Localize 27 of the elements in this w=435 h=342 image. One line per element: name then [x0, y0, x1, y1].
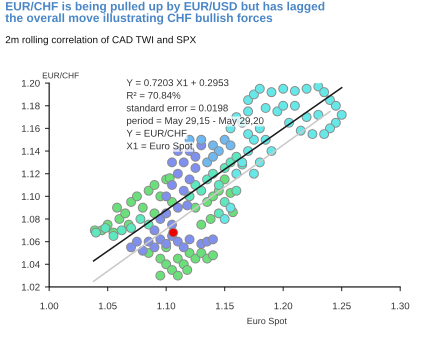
y-tick-label: 1.08 [22, 216, 40, 223]
x-tick-label: 1.25 [332, 302, 351, 310]
annotation: period = May 29,15 - May 29,20 [127, 116, 264, 126]
y-tick-label: 1.04 [22, 261, 40, 268]
x-axis-title: Euro Spot [247, 318, 287, 326]
annotation: X1 = Euro Spot [126, 142, 193, 152]
annotation: Y = EUR/CHF [126, 130, 187, 137]
x-tick-label: 1.15 [216, 302, 234, 310]
y-tick-label: 1.10 [22, 193, 40, 200]
y-tick-label: 1.16 [22, 125, 40, 132]
x-tick-label: 1.10 [157, 302, 176, 310]
x-tick-label: 1.20 [274, 302, 292, 310]
x-tick-label: 1.00 [40, 302, 58, 310]
y-tick-label: 1.20 [22, 80, 40, 87]
y-tick-label: 1.14 [22, 148, 40, 155]
annotation: standard error = 0.0198 [126, 104, 228, 112]
y-tick-label: 1.06 [22, 238, 40, 246]
y-tick-label: 1.18 [22, 102, 40, 110]
annotation: Y = 0.7203 X1 + 0.2953 [126, 79, 228, 86]
x-tick-label: 1.30 [391, 302, 410, 310]
annotation: R² = 70.84% [127, 92, 180, 99]
chart-subtitle: 2m rolling correlation of CAD TWI and SPX [6, 36, 196, 46]
y-axis-title: EUR/CHF [42, 72, 79, 78]
chart-title: EUR/CHF is being pulled up by EUR/USD but has lagged the overall move illustrating CHF bullish forces [5, 2, 324, 25]
x-tick-label: 1.05 [98, 302, 117, 310]
y-tick-label: 1.12 [22, 170, 40, 178]
y-tick-label: 1.02 [22, 284, 40, 291]
